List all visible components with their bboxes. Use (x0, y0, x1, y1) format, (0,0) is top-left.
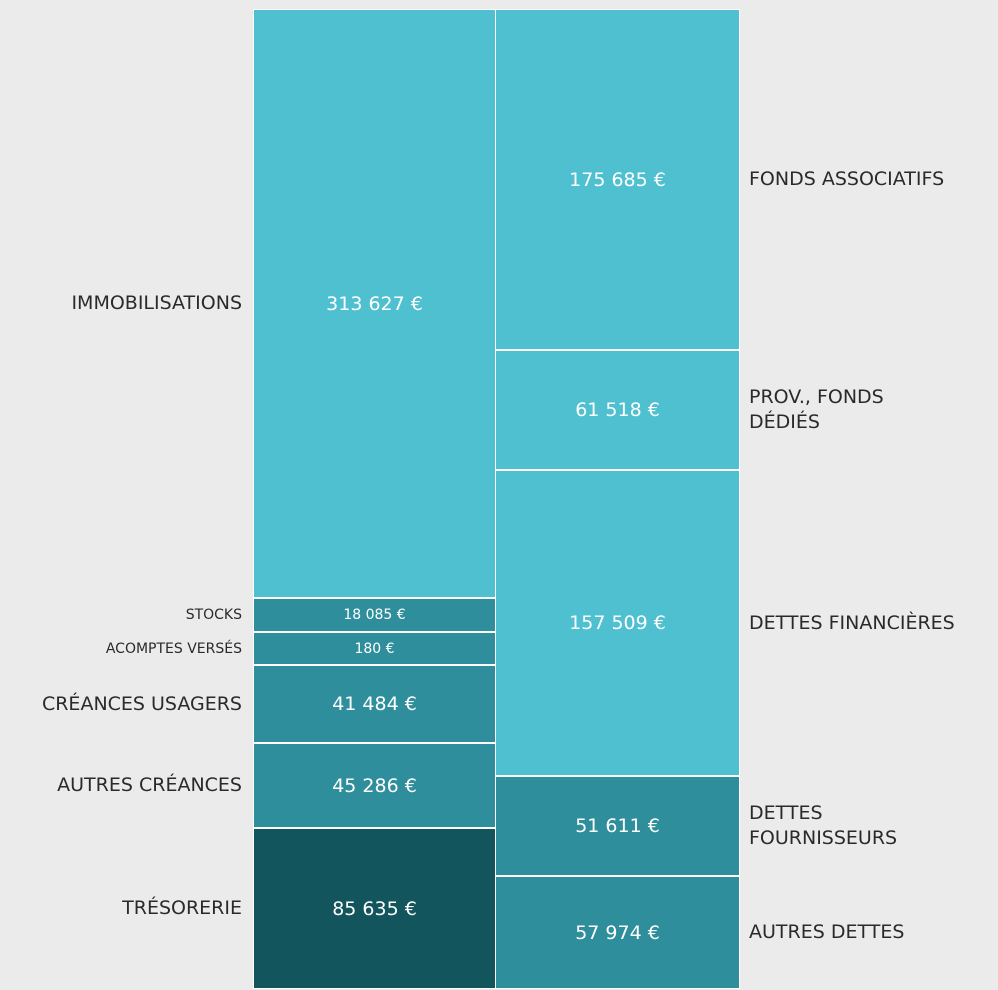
segment-name: CRÉANCES USAGERS (41, 692, 242, 715)
segment: 313 627 € (253, 9, 496, 599)
segment: 41 484 € (253, 665, 496, 744)
segment-name: DETTES FOURNISSEURS (749, 802, 898, 850)
segment: 180 € (253, 632, 496, 666)
segment-name: TRÉSORERIE (122, 897, 242, 920)
segment: 175 685 € (495, 9, 740, 351)
segment: 18 085 € (253, 598, 496, 633)
segment-name: AUTRES DETTES (749, 921, 905, 944)
segment: 61 518 € (495, 350, 740, 470)
segment-name: STOCKS (185, 607, 242, 624)
segment-name: IMMOBILISATIONS (71, 292, 242, 315)
segment-name: FONDS ASSOCIATIFS (749, 168, 945, 191)
segment-name: PROV., FONDS DÉDIÉS (749, 386, 884, 434)
segment-name: DETTES FINANCIÈRES (749, 611, 955, 634)
segment-name: ACOMPTES VERSÉS (105, 640, 242, 657)
segment-name: AUTRES CRÉANCES (57, 774, 242, 797)
segment: 51 611 € (495, 776, 740, 877)
segment: 45 286 € (253, 743, 496, 829)
segment: 157 509 € (495, 469, 740, 777)
segment: 57 974 € (495, 876, 740, 989)
segment: 85 635 € (253, 828, 496, 989)
